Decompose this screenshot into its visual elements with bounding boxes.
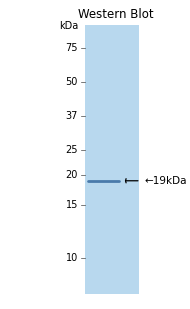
Bar — [85, 25, 139, 294]
Text: kDa: kDa — [59, 21, 78, 31]
Text: 75: 75 — [66, 43, 78, 53]
Text: 37: 37 — [66, 111, 78, 121]
Text: 50: 50 — [66, 77, 78, 87]
Text: 15: 15 — [66, 201, 78, 210]
Text: ←19kDa: ←19kDa — [144, 176, 187, 186]
Text: 20: 20 — [66, 170, 78, 180]
Text: Western Blot: Western Blot — [78, 8, 153, 21]
Text: 10: 10 — [66, 253, 78, 263]
Text: 25: 25 — [66, 145, 78, 155]
